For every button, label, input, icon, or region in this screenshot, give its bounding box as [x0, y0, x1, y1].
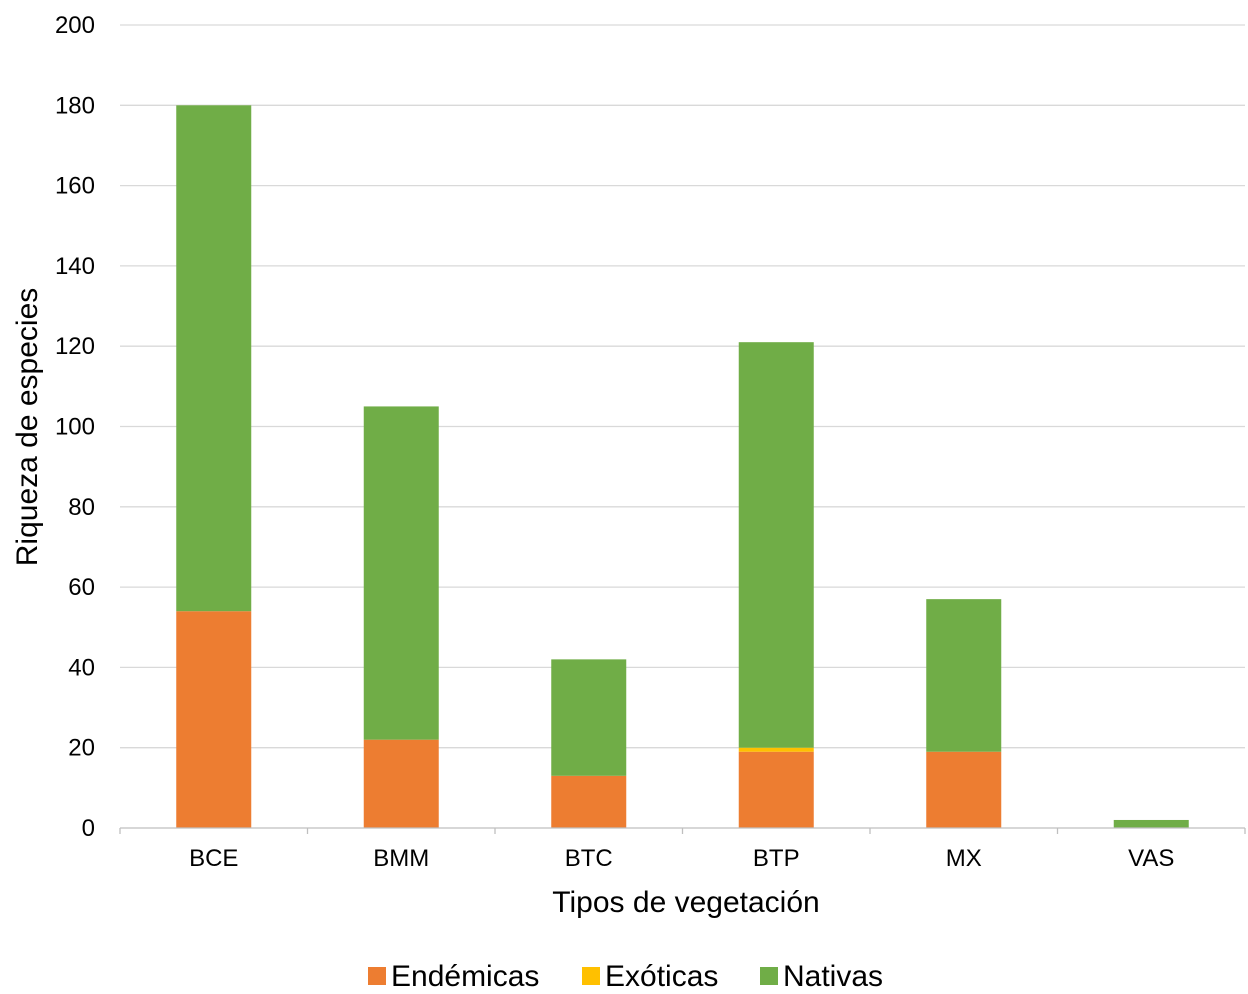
x-axis-title: Tipos de vegetación	[552, 886, 819, 919]
x-tick-label: BTP	[753, 845, 800, 872]
y-tick-label: 60	[68, 574, 95, 601]
bar-segment	[926, 751, 1002, 828]
bar-segment	[738, 747, 814, 752]
y-tick-label: 80	[68, 494, 95, 521]
bars	[176, 105, 1189, 828]
y-tick-label: 0	[82, 815, 95, 842]
bar-segment	[363, 739, 439, 828]
x-tick-label: VAS	[1128, 845, 1174, 872]
y-tick-label: 180	[55, 92, 95, 119]
y-tick-label: 200	[55, 12, 95, 39]
gridlines	[120, 24, 1245, 749]
bar-segment	[926, 599, 1002, 752]
legend: Endémicas Exóticas Nativas	[368, 960, 883, 993]
x-tick-label: MX	[946, 845, 982, 872]
bar-segment	[176, 105, 252, 612]
x-tick-label: BTC	[565, 845, 613, 872]
x-tick-label: BMM	[373, 845, 429, 872]
legend-label: Nativas	[783, 960, 883, 993]
bar-segment	[1113, 819, 1189, 828]
legend-swatch	[582, 967, 600, 985]
x-tick-label: BCE	[189, 845, 238, 872]
y-tick-label: 40	[68, 654, 95, 681]
x-axis: BCE BMM BTC BTP MX VAS	[119, 827, 1246, 872]
legend-label: Exóticas	[605, 960, 718, 993]
y-tick-label: 140	[55, 253, 95, 280]
bar-segment	[738, 342, 814, 748]
bar-segment	[176, 611, 252, 828]
bar-segment	[363, 406, 439, 740]
legend-label: Endémicas	[391, 960, 539, 993]
y-tick-label: 160	[55, 173, 95, 200]
bar-segment	[551, 775, 627, 828]
y-axis-title: Riqueza de especies	[11, 288, 44, 567]
y-axis: 0 20 40 60 80 100 120 140 160 180 200	[55, 12, 95, 842]
bar-segment	[551, 659, 627, 776]
bar-segment	[738, 751, 814, 828]
legend-swatch	[760, 967, 778, 985]
y-tick-label: 20	[68, 735, 95, 762]
y-tick-label: 100	[55, 414, 95, 441]
y-tick-label: 120	[55, 333, 95, 360]
legend-swatch	[368, 967, 386, 985]
